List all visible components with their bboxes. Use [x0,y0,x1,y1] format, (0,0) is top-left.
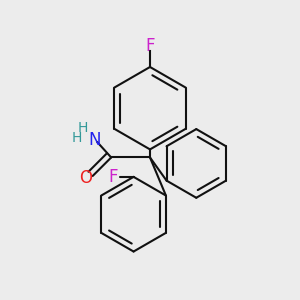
Text: H: H [78,121,88,135]
Text: F: F [108,168,117,186]
Text: H: H [72,131,82,145]
Text: O: O [80,169,93,188]
Text: F: F [145,37,155,55]
Text: N: N [88,130,101,148]
